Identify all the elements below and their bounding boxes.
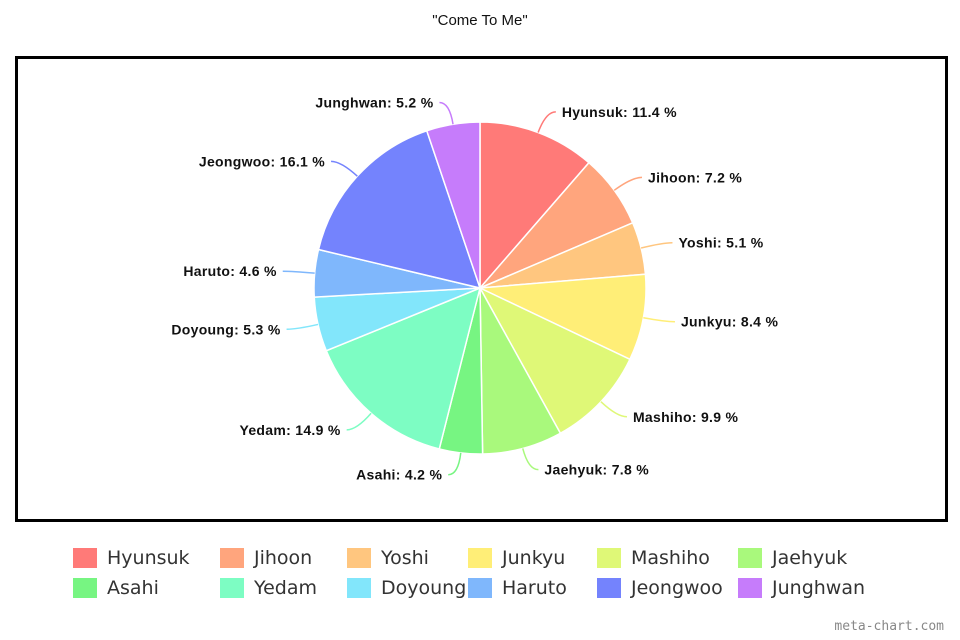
legend-item-yoshi: Yoshi [347, 546, 429, 570]
data-label-jeongwoo: Jeongwoo: 16.1 % [199, 153, 325, 169]
leader-line-doyoung [286, 323, 319, 331]
legend-swatch [738, 578, 762, 598]
legend-label: Yedam [254, 577, 317, 599]
legend-item-junghwan: Junghwan [738, 576, 865, 600]
watermark: meta-chart.com [834, 619, 944, 634]
legend-label: Mashiho [631, 547, 710, 569]
legend-swatch [738, 548, 762, 568]
legend-label: Haruto [502, 577, 567, 599]
chart-frame [15, 56, 948, 522]
leader-line-yoshi [640, 241, 673, 249]
leader-line-haruto [282, 270, 315, 274]
legend-item-mashiho: Mashiho [597, 546, 710, 570]
data-label-yoshi: Yoshi: 5.1 % [678, 235, 763, 251]
legend-item-asahi: Asahi [73, 576, 159, 600]
legend-label: Asahi [107, 577, 159, 599]
legend-label: Hyunsuk [107, 547, 190, 569]
legend-label: Junkyu [502, 547, 566, 569]
legend-swatch [347, 548, 371, 568]
legend-item-jeongwoo: Jeongwoo [597, 576, 723, 600]
chart-title: "Come To Me" [432, 12, 528, 29]
pie-slice-junkyu [477, 273, 647, 361]
leader-line-jeongwoo [331, 160, 358, 177]
legend-swatch [220, 578, 244, 598]
leader-line-jaehyuk [522, 448, 539, 471]
data-label-yedam: Yedam: 14.9 % [239, 422, 340, 438]
legend-swatch [468, 578, 492, 598]
leader-line-hyunsuk [537, 111, 556, 133]
data-label-doyoung: Doyoung: 5.3 % [171, 321, 280, 337]
data-label-asahi: Asahi: 4.2 % [356, 467, 442, 483]
legend-item-hyunsuk: Hyunsuk [73, 546, 190, 570]
legend-label: Junghwan [772, 577, 866, 599]
pie-slice-yedam [325, 286, 482, 450]
legend-label: Jihoon [254, 547, 313, 569]
legend-swatch [597, 578, 621, 598]
legend-swatch [597, 548, 621, 568]
legend-item-junkyu: Junkyu [468, 546, 565, 570]
legend-label: Jeongwoo [631, 577, 723, 599]
data-label-junkyu: Junkyu: 8.4 % [681, 314, 779, 330]
leader-line-mashiho [600, 401, 627, 418]
legend-item-doyoung: Doyoung [347, 576, 466, 600]
leader-line-yedam [346, 412, 372, 431]
legend-swatch [220, 548, 244, 568]
legend-label: Doyoung [381, 577, 467, 599]
data-label-jaehyuk: Jaehyuk: 7.8 % [544, 462, 649, 478]
legend-label: Jaehyuk [772, 547, 848, 569]
leader-line-asahi [448, 452, 462, 476]
data-label-junghwan: Junghwan: 5.2 % [315, 94, 433, 110]
leader-line-junghwan [439, 101, 454, 125]
data-label-haruto: Haruto: 4.6 % [183, 263, 277, 279]
data-label-mashiho: Mashiho: 9.9 % [633, 409, 739, 425]
legend-item-haruto: Haruto [468, 576, 567, 600]
legend-item-jaehyuk: Jaehyuk [738, 546, 847, 570]
legend-swatch [347, 578, 371, 598]
data-label-hyunsuk: Hyunsuk: 11.4 % [562, 104, 677, 120]
legend-swatch [73, 548, 97, 568]
leader-line-junkyu [643, 317, 675, 323]
legend-item-yedam: Yedam [220, 576, 317, 600]
legend-swatch [73, 578, 97, 598]
legend-swatch [468, 548, 492, 568]
leader-line-jihoon [613, 176, 643, 191]
legend-item-jihoon: Jihoon [220, 546, 312, 570]
data-label-jihoon: Jihoon: 7.2 % [648, 169, 742, 185]
legend-label: Yoshi [381, 547, 429, 569]
